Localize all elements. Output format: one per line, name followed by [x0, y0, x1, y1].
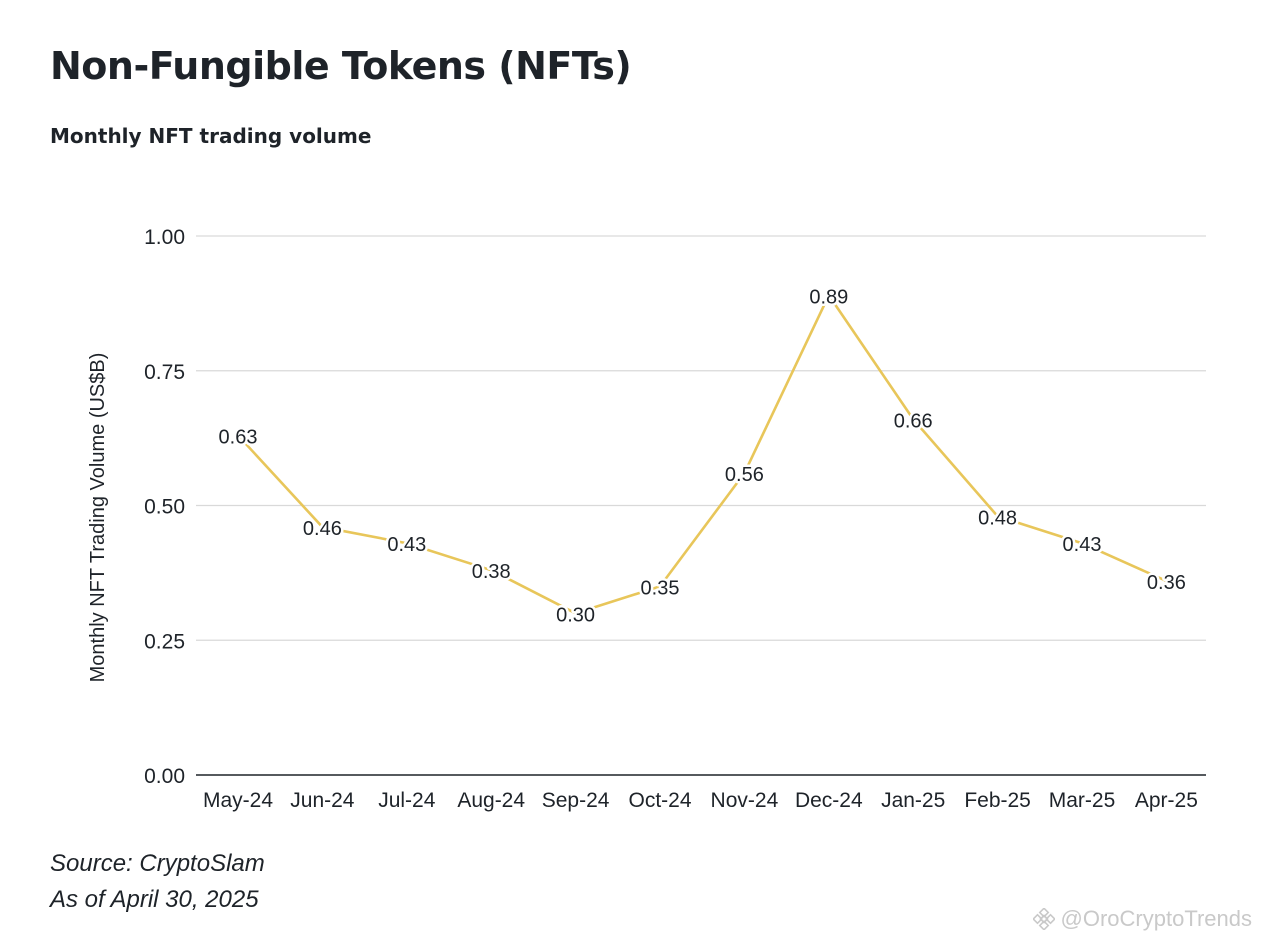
series-line-segment — [658, 471, 746, 588]
data-label: 0.63 — [219, 426, 258, 448]
data-label-halo: 0.46 — [303, 518, 342, 540]
watermark: @OroCryptoTrends — [1032, 906, 1252, 932]
data-label-halo: 0.38 — [472, 561, 511, 583]
y-axis-label: Monthly NFT Trading Volume (US$B) — [87, 353, 109, 683]
data-label-halo: 0.63 — [219, 426, 258, 448]
x-tick-label: Dec-24 — [795, 789, 863, 812]
y-tick-label: 0.50 — [144, 496, 185, 519]
data-label-halo: 0.56 — [725, 464, 764, 486]
data-label: 0.48 — [978, 507, 1017, 529]
series-line-segment — [489, 568, 577, 615]
page-title: Non-Fungible Tokens (NFTs) — [50, 44, 632, 88]
data-label-halo: 0.48 — [978, 507, 1017, 529]
source-note: Source: CryptoSlam — [50, 850, 265, 877]
binance-logo-icon — [1032, 908, 1055, 930]
x-tick-labels: May-24 Jun-24 Jul-24 Aug-24 Sep-24 Oct-24 Nov-… — [203, 789, 1198, 812]
x-tick-label: Feb-25 — [964, 789, 1031, 812]
data-label-halo: 0.43 — [387, 534, 426, 556]
data-label: 0.56 — [725, 464, 764, 486]
series-line-segment — [405, 541, 493, 572]
x-tick-label: Oct-24 — [628, 789, 691, 812]
line-chart: 0.00 0.25 0.50 0.75 1.00 May-24 Jun-24 Jul-24 A… — [87, 226, 1206, 812]
x-tick-label: Apr-25 — [1135, 789, 1198, 812]
watermark-text: @OroCryptoTrends — [1060, 906, 1252, 931]
y-tick-label: 0.25 — [144, 630, 185, 653]
gridlines — [196, 235, 1206, 776]
x-tick-label: Jan-25 — [881, 789, 945, 812]
data-label: 0.66 — [894, 410, 933, 432]
series-line-segment — [911, 417, 999, 518]
data-label-halo: 0.66 — [894, 410, 933, 432]
x-tick-label: Sep-24 — [542, 789, 610, 812]
series-line-segment — [996, 514, 1084, 545]
data-label: 0.38 — [472, 561, 511, 583]
series-line-segment — [236, 434, 324, 529]
series-line-group — [236, 293, 1168, 615]
x-tick-label: Nov-24 — [711, 789, 779, 812]
data-label: 0.43 — [387, 534, 426, 556]
y-tick-label: 1.00 — [144, 226, 185, 249]
series-line-segment — [743, 293, 831, 475]
chart-subtitle: Monthly NFT trading volume — [50, 124, 372, 148]
data-label: 0.35 — [641, 577, 680, 599]
data-label-halo: 0.89 — [809, 286, 848, 308]
data-labels: 0.630.630.460.460.430.430.380.380.300.30… — [216, 284, 1188, 629]
x-tick-label: Mar-25 — [1049, 789, 1116, 812]
x-tick-label: May-24 — [203, 789, 273, 812]
data-label: 0.46 — [303, 518, 342, 540]
data-label-halo: 0.36 — [1147, 572, 1186, 594]
y-tick-labels: 0.00 0.25 0.50 0.75 1.00 — [144, 226, 185, 788]
y-tick-label: 0.00 — [144, 765, 185, 788]
data-label: 0.36 — [1147, 572, 1186, 594]
x-tick-label: Aug-24 — [457, 789, 525, 812]
data-label-halo: 0.35 — [641, 577, 680, 599]
series-line-segment — [1080, 541, 1168, 583]
y-tick-label: 0.75 — [144, 361, 185, 384]
data-label: 0.43 — [1063, 534, 1102, 556]
data-label: 0.30 — [556, 604, 595, 626]
data-label: 0.89 — [809, 286, 848, 308]
series-line-segment — [574, 585, 662, 615]
as-of-note: As of April 30, 2025 — [50, 886, 259, 913]
data-label-halo: 0.30 — [556, 604, 595, 626]
x-tick-label: Jun-24 — [290, 789, 355, 812]
series-line-segment — [321, 525, 409, 545]
data-label-halo: 0.43 — [1063, 534, 1102, 556]
series-line-segment — [827, 293, 915, 421]
x-tick-label: Jul-24 — [378, 789, 436, 812]
